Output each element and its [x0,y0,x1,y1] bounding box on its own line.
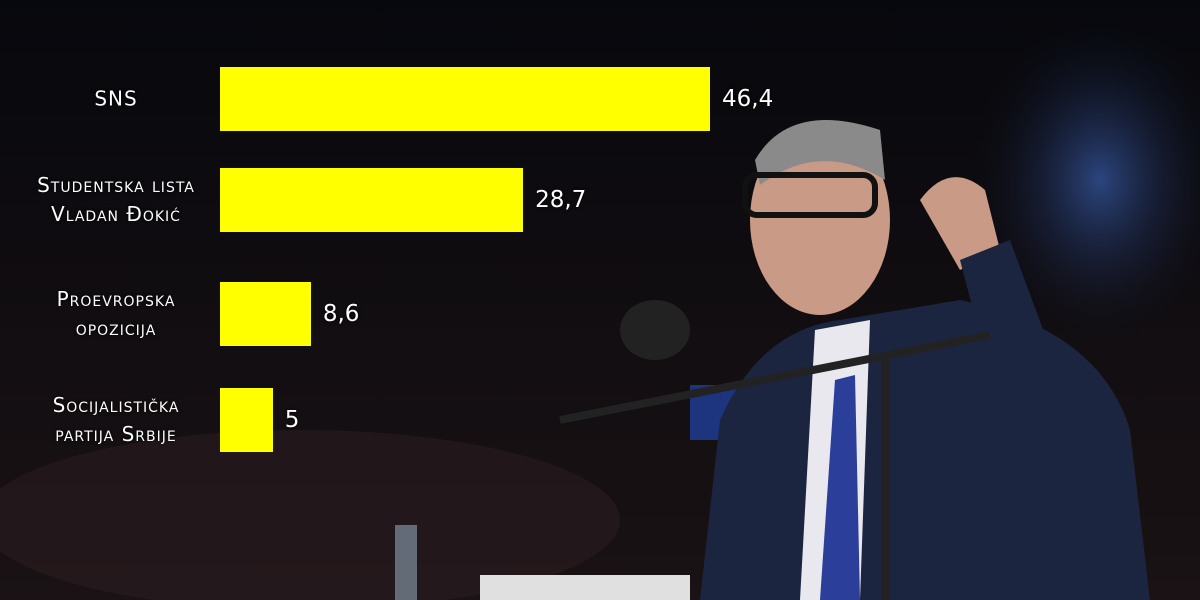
category-label: Proevropska opozicija [56,287,176,340]
category-label: Studentska lista Vladan Đokić [37,173,195,226]
value-label: 8,6 [322,301,360,327]
bar [220,282,311,346]
category-label: Socijalistička partija Srbije [52,393,180,446]
bar [220,67,710,131]
value-label: 28,7 [535,187,587,213]
value-label: 5 [284,407,300,433]
bar [220,388,273,452]
category-label: SNS [94,86,138,111]
bar [220,168,524,232]
value-label: 46,4 [722,86,774,112]
